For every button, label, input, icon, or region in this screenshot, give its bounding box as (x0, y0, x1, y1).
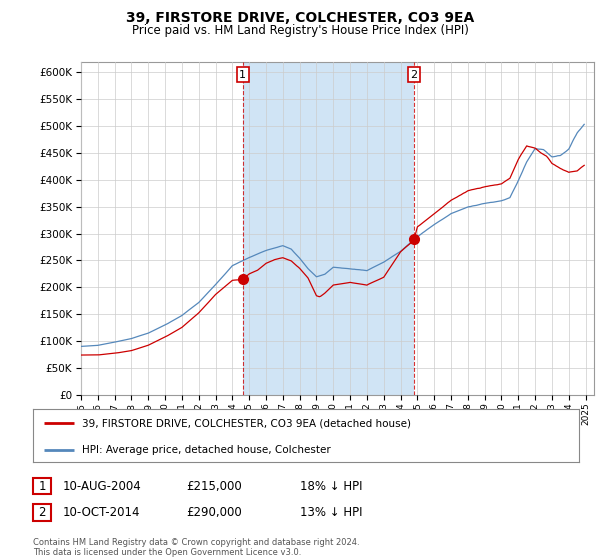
Text: 1: 1 (38, 479, 46, 493)
Text: £215,000: £215,000 (186, 479, 242, 493)
Text: 39, FIRSTORE DRIVE, COLCHESTER, CO3 9EA (detached house): 39, FIRSTORE DRIVE, COLCHESTER, CO3 9EA … (82, 418, 411, 428)
Text: 13% ↓ HPI: 13% ↓ HPI (300, 506, 362, 519)
Text: Contains HM Land Registry data © Crown copyright and database right 2024.
This d: Contains HM Land Registry data © Crown c… (33, 538, 359, 557)
Text: Price paid vs. HM Land Registry's House Price Index (HPI): Price paid vs. HM Land Registry's House … (131, 24, 469, 36)
Text: £290,000: £290,000 (186, 506, 242, 519)
Text: 1: 1 (239, 69, 247, 80)
Text: 2: 2 (410, 69, 418, 80)
Text: HPI: Average price, detached house, Colchester: HPI: Average price, detached house, Colc… (82, 445, 331, 455)
Text: 10-AUG-2004: 10-AUG-2004 (63, 479, 142, 493)
Text: 39, FIRSTORE DRIVE, COLCHESTER, CO3 9EA: 39, FIRSTORE DRIVE, COLCHESTER, CO3 9EA (126, 11, 474, 25)
Text: 18% ↓ HPI: 18% ↓ HPI (300, 479, 362, 493)
Text: 2: 2 (38, 506, 46, 519)
Text: 10-OCT-2014: 10-OCT-2014 (63, 506, 140, 519)
Bar (243, 62, 414, 395)
